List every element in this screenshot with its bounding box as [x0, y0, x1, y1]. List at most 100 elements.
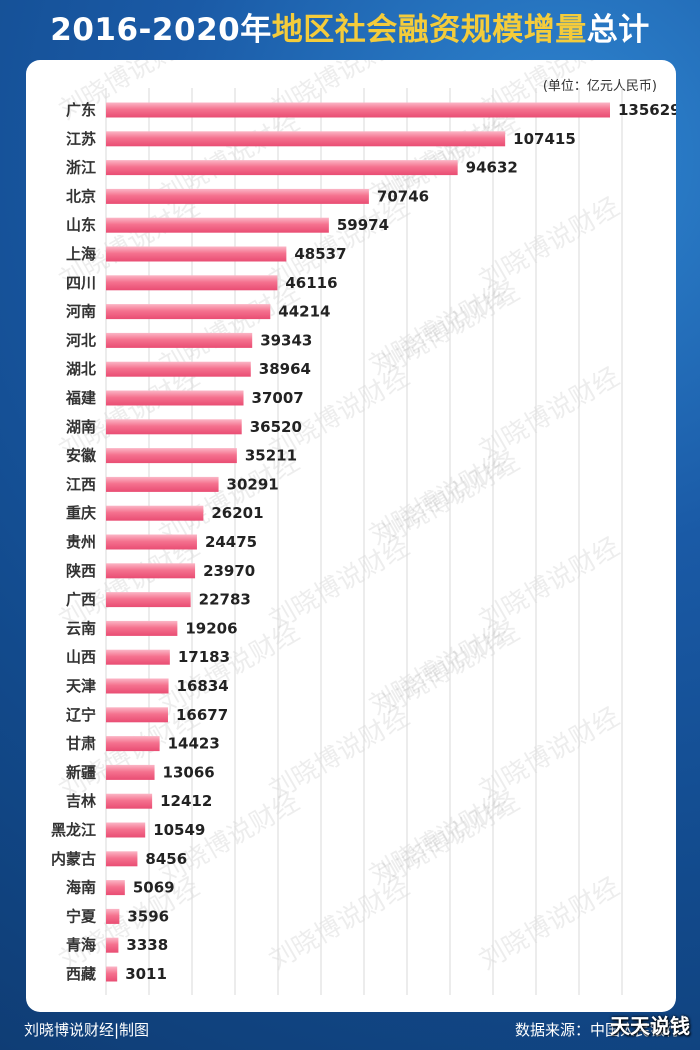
category-label: 山东: [66, 216, 96, 234]
category-label: 浙江: [66, 159, 96, 177]
category-label: 上海: [66, 245, 96, 263]
bar: [106, 275, 278, 291]
category-label: 吉林: [66, 792, 97, 810]
footer-credit: 刘晓博说财经|制图: [24, 1021, 150, 1039]
category-label: 湖北: [66, 360, 96, 378]
value-label: 46116: [285, 274, 337, 292]
value-label: 39343: [260, 331, 312, 349]
value-label: 30291: [227, 475, 279, 493]
category-label: 黑龙江: [51, 821, 96, 839]
value-label: 70746: [377, 187, 429, 205]
value-label: 24475: [205, 533, 257, 551]
category-label: 甘肃: [66, 735, 96, 753]
value-label: 10549: [153, 821, 205, 839]
value-label: 3011: [125, 965, 167, 983]
value-label: 38964: [259, 360, 311, 378]
category-label: 天津: [66, 677, 96, 695]
bar: [106, 131, 506, 147]
category-label: 福建: [65, 389, 97, 407]
category-label: 广西: [66, 591, 96, 609]
value-label: 16677: [176, 706, 228, 724]
bar: [106, 160, 458, 176]
value-label: 107415: [513, 130, 576, 148]
chart-title: 2016-2020年地区社会融资规模增量总计: [0, 8, 700, 52]
bar: [106, 678, 169, 694]
value-label: 8456: [145, 850, 187, 868]
category-label: 河北: [66, 331, 96, 349]
value-label: 19206: [185, 619, 237, 637]
value-label: 94632: [466, 159, 518, 177]
bar: [106, 822, 146, 838]
value-label: 59974: [337, 216, 389, 234]
corner-logo: 天天说钱: [610, 1014, 690, 1038]
bar: [106, 707, 168, 723]
category-label: 江西: [66, 475, 96, 493]
bar: [106, 505, 204, 521]
title-part-years: 2016-2020年: [50, 12, 272, 48]
value-label: 5069: [133, 879, 175, 897]
footer-source: 数据来源：中国人民银行: [514, 1021, 680, 1039]
bar: [106, 592, 191, 608]
category-label: 安徽: [66, 447, 97, 465]
category-label: 江苏: [66, 130, 96, 148]
category-label: 湖南: [66, 418, 96, 436]
bar: [106, 217, 329, 233]
bar: [106, 937, 119, 953]
category-label: 四川: [66, 274, 96, 292]
bar: [106, 390, 244, 406]
value-label: 35211: [245, 447, 297, 465]
bar: [106, 419, 242, 435]
category-label: 西藏: [66, 965, 96, 983]
category-label: 河南: [66, 303, 96, 321]
value-label: 3338: [126, 936, 168, 954]
value-label: 13066: [163, 763, 215, 781]
bar: [106, 476, 219, 492]
bar: [106, 102, 610, 118]
value-label: 36520: [250, 418, 302, 436]
bar: [106, 188, 369, 204]
category-label: 广东: [66, 101, 96, 119]
category-label: 贵州: [66, 533, 96, 551]
category-label: 重庆: [66, 504, 96, 522]
value-label: 48537: [294, 245, 346, 263]
bar: [106, 448, 237, 464]
value-label: 14423: [168, 735, 220, 753]
unit-label: (单位：亿元人民币): [542, 79, 657, 94]
bar: [106, 649, 170, 665]
category-label: 辽宁: [66, 706, 96, 724]
category-label: 青海: [66, 936, 96, 954]
category-label: 北京: [66, 187, 96, 205]
bar: [106, 764, 155, 780]
value-label: 16834: [177, 677, 229, 695]
title-part-topic: 地区社会融资规模增量: [271, 12, 587, 48]
bar: [106, 246, 287, 262]
bar: [106, 908, 120, 924]
category-label: 云南: [66, 619, 96, 637]
bar: [106, 332, 253, 348]
bar: [106, 563, 196, 579]
category-label: 海南: [66, 879, 96, 897]
category-label: 宁夏: [66, 907, 97, 925]
value-label: 44214: [278, 303, 330, 321]
bar: [106, 966, 118, 982]
category-label: 内蒙古: [51, 850, 96, 868]
value-label: 23970: [203, 562, 255, 580]
chart-panel: 刘晓博说财经 刘晓博说财经 刘晓博说财经 刘晓博说财经 刘晓博说财经 刘晓博说财经 刘晓博说…: [26, 60, 676, 1012]
bar: [106, 736, 160, 752]
value-label: 12412: [160, 792, 212, 810]
bar: [106, 361, 251, 377]
value-label: 17183: [178, 648, 230, 666]
value-label: 135629: [618, 101, 676, 119]
bar: [106, 880, 125, 896]
bar: [106, 534, 197, 550]
title-part-total: 总计: [586, 12, 650, 48]
category-label: 山西: [66, 648, 96, 666]
bar-chart: 广东 135629 江苏 107415 浙江 94632 北京 70746 山东 59974 上海 4…: [51, 88, 676, 995]
value-label: 37007: [252, 389, 304, 407]
value-label: 22783: [199, 591, 251, 609]
category-label: 陕西: [66, 562, 96, 580]
category-label: 新疆: [66, 763, 96, 781]
value-label: 3596: [127, 907, 169, 925]
bar: [106, 304, 271, 320]
value-label: 26201: [211, 504, 263, 522]
